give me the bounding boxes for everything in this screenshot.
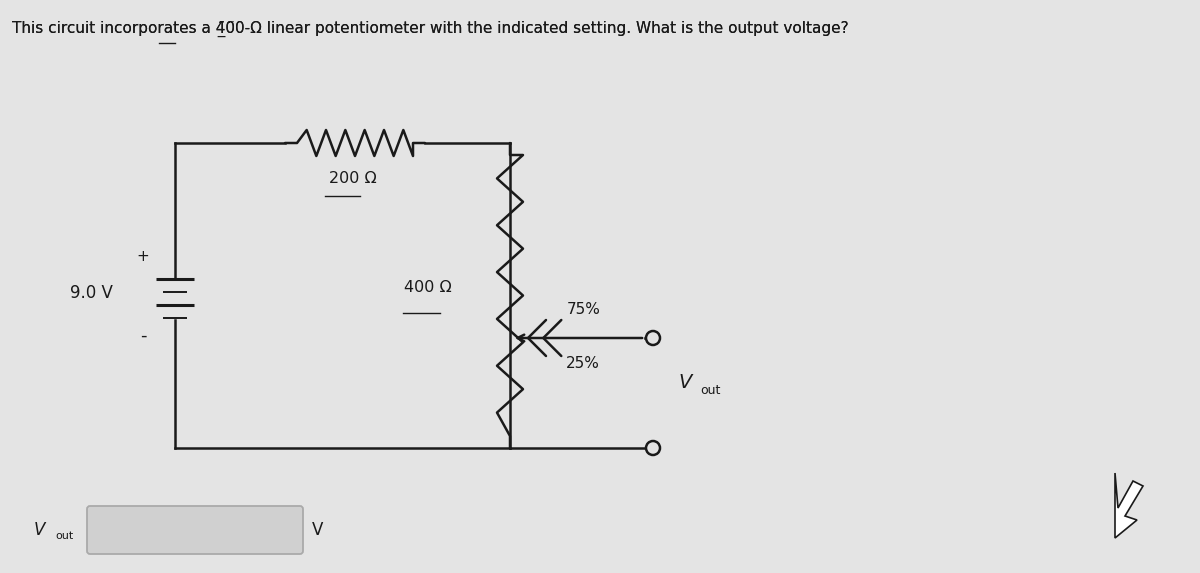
Text: 25%: 25%: [566, 355, 600, 371]
Text: =: =: [82, 521, 100, 539]
Text: out: out: [700, 384, 720, 398]
Text: This circuit incorporates a 400-Ω linear potentiometer with the indicated settin: This circuit incorporates a 400-Ω linear…: [12, 21, 848, 36]
Text: +: +: [137, 249, 149, 264]
Text: This circuit incorporates a 4̲̃0̃0-Ω linear potentiometer with the indicated set: This circuit incorporates a 4̲̃0̃0-Ω lin…: [12, 21, 848, 37]
Text: 9.0 V: 9.0 V: [70, 284, 113, 302]
Text: 75%: 75%: [566, 303, 600, 317]
FancyBboxPatch shape: [88, 506, 302, 554]
Text: out: out: [55, 531, 73, 541]
Circle shape: [646, 331, 660, 345]
Text: $V$: $V$: [678, 374, 695, 393]
Polygon shape: [1115, 473, 1142, 538]
Circle shape: [646, 441, 660, 455]
Text: 200 Ω: 200 Ω: [329, 171, 377, 186]
Text: $V$: $V$: [32, 521, 47, 539]
Text: -: -: [139, 327, 146, 344]
Text: 400 Ω: 400 Ω: [404, 280, 452, 295]
Text: V: V: [312, 521, 323, 539]
